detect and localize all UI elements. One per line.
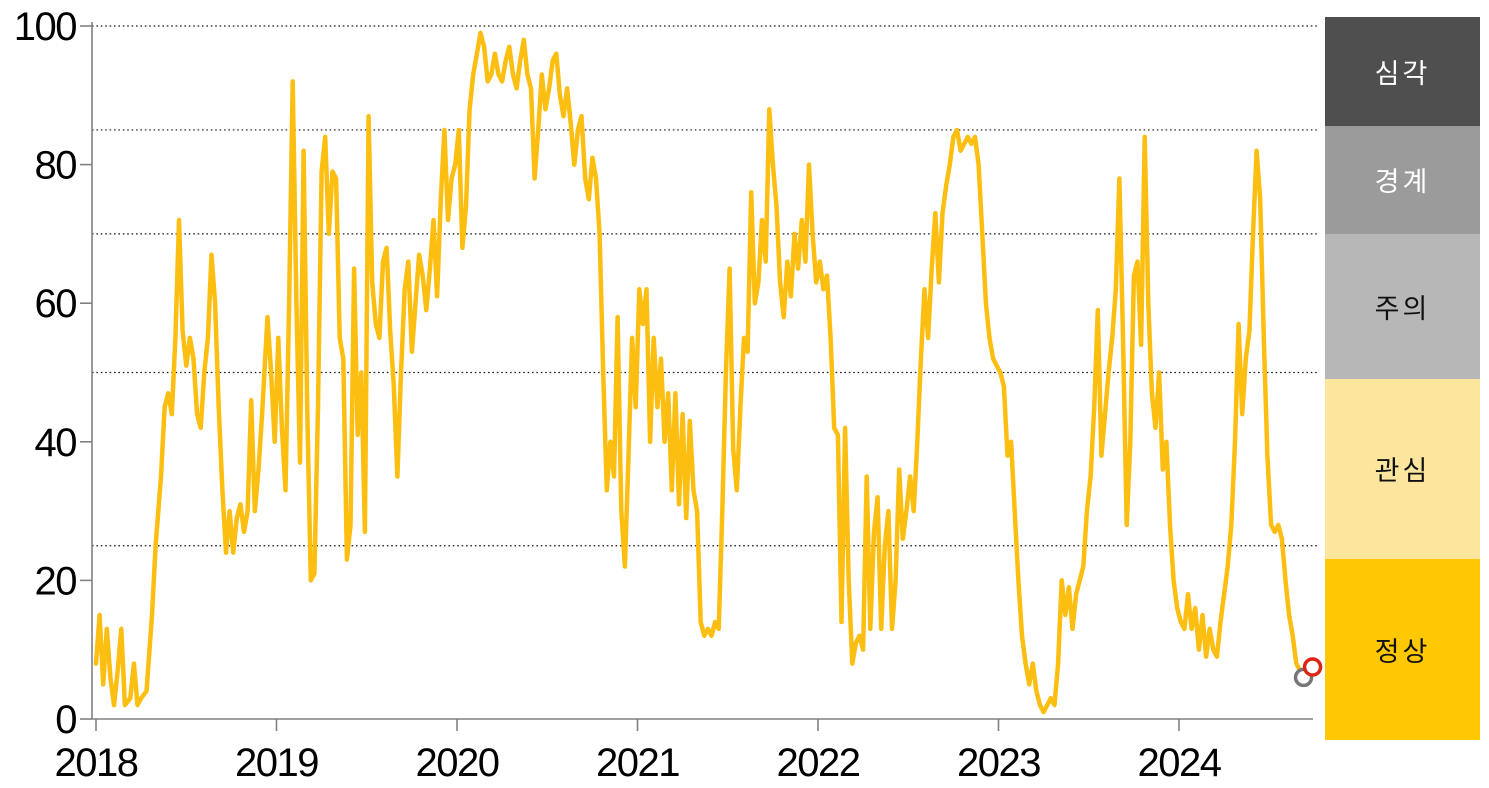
- x-axis-tick-label: 2019: [235, 741, 318, 785]
- y-axis-tick-label: 20: [35, 559, 77, 603]
- x-axis-tick-label: 2022: [777, 741, 860, 785]
- y-axis-tick-label: 40: [35, 421, 77, 465]
- risk-zone-severe-label: 심각: [1374, 58, 1431, 89]
- red-marker: [1302, 657, 1323, 677]
- risk-zone-alert: 경계: [1325, 125, 1480, 234]
- x-axis-tick-label: 2023: [957, 741, 1040, 785]
- risk-zone-normal: 정상: [1325, 559, 1480, 741]
- y-axis-tick-label: 100: [14, 5, 76, 49]
- risk-zone-caution: 주의: [1325, 234, 1480, 379]
- y-axis-tick-label: 80: [35, 144, 77, 188]
- risk-zone-interest-label: 관심: [1374, 456, 1431, 487]
- risk-zone-legend: 심각 경계 주의 관심 정상: [1325, 17, 1480, 741]
- risk-index-series-line: [93, 30, 1306, 715]
- x-axis-tick-label: 2021: [596, 741, 679, 785]
- risk-zone-caution-label: 주의: [1374, 293, 1431, 324]
- x-axis-tick-label: 2018: [55, 741, 138, 785]
- x-axis-tick-label: 2020: [416, 741, 499, 785]
- y-axis-tick-label: 0: [55, 698, 76, 742]
- x-axis-tick-label: 2024: [1138, 741, 1222, 785]
- y-axis-tick-label: 60: [35, 282, 77, 326]
- risk-zone-normal-label: 정상: [1374, 637, 1431, 668]
- risk-zone-severe: 심각: [1325, 17, 1480, 126]
- risk-zone-interest: 관심: [1325, 378, 1480, 560]
- risk-zone-alert-label: 경계: [1374, 167, 1431, 198]
